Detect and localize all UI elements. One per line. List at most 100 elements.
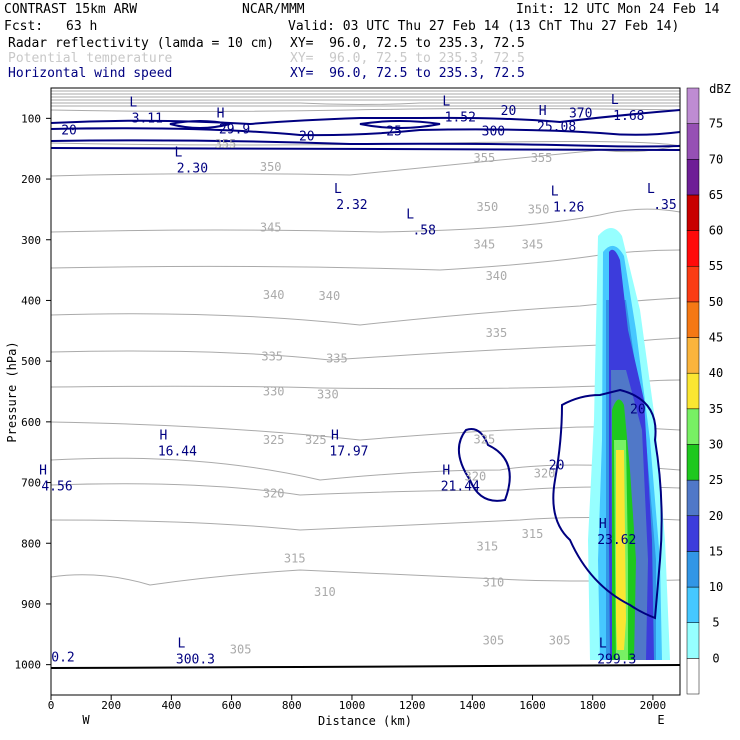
extremum-type-label: L: [129, 96, 137, 111]
colorbar-tick-label: 15: [709, 544, 723, 558]
colorbar-tick-label: 30: [709, 437, 723, 451]
annotation-labels: 355 355 355 350 350 350 345 345 345 340 340 340 335 3…: [39, 93, 677, 667]
west-label: W: [82, 713, 90, 727]
theta-contour-label: 345: [260, 221, 282, 235]
extremum-value-label: 2.32: [336, 198, 367, 213]
colorbar-swatch: [686, 301, 700, 338]
colorbar-tick-label: 40: [709, 366, 723, 380]
colorbar-tick-label: 60: [709, 224, 723, 238]
field-wind-xy: XY= 96.0, 72.5 to 235.3, 72.5: [290, 66, 525, 81]
colorbar-tick-label: 35: [709, 402, 723, 416]
extremum-type-label: H: [442, 463, 450, 478]
colorbar-tick-label: 70: [709, 152, 723, 166]
x-tick-label: 2000: [640, 699, 667, 712]
colorbar-swatch: [686, 586, 700, 623]
plot-content: [51, 90, 680, 669]
theta-contour-label: 335: [486, 326, 508, 340]
extremum-type-label: L: [334, 182, 342, 197]
theta-contour-label: 340: [486, 269, 508, 283]
extremum-value-label: 21.44: [441, 479, 480, 494]
field-theta-xy: XY= 96.0, 72.5 to 235.3, 72.5: [290, 51, 525, 66]
extremum-type-label: L: [406, 207, 414, 222]
colorbar-swatch: [686, 551, 700, 588]
theta-contour-label: 350: [477, 200, 499, 214]
colorbar-swatch: [686, 230, 700, 267]
theta-contour-label: 330: [263, 385, 285, 399]
y-tick-label: 900: [21, 598, 41, 611]
wind-contour-label: 25: [386, 125, 402, 140]
theta-contour-label: 320: [534, 466, 556, 480]
extremum-type-label: H: [159, 428, 167, 443]
colorbar-tick-label: 55: [709, 259, 723, 273]
x-tick-label: 200: [101, 699, 121, 712]
theta-contour-label: 305: [549, 633, 571, 647]
colorbar-tick-label: 25: [709, 473, 723, 487]
wind-contour-label: 20: [501, 104, 517, 119]
extremum-type-label: L: [551, 184, 559, 199]
y-tick-label: 100: [21, 112, 41, 125]
extremum-value-label: 25.08: [537, 120, 576, 135]
theta-contour-label: 335: [261, 349, 283, 363]
colorbar-swatch: [686, 194, 700, 231]
field-reflectivity-xy: XY= 96.0, 72.5 to 235.3, 72.5: [290, 36, 525, 51]
x-tick-label: 1600: [519, 699, 546, 712]
theta-contour-label: 305: [483, 633, 505, 647]
x-tick-label: 1800: [579, 699, 606, 712]
extremum-type-label: L: [178, 636, 186, 651]
theta-contour-label: 325: [263, 433, 285, 447]
y-tick-label: 200: [21, 173, 41, 186]
colorbar-swatch: [686, 372, 700, 410]
field-theta-name: Potential temperature: [8, 51, 173, 66]
model-title: CONTRAST 15km ARW: [4, 2, 138, 17]
colorbar-swatch: [686, 337, 700, 374]
wind-contour-label: 20: [299, 130, 315, 145]
theta-contour-label: 325: [474, 432, 496, 446]
extremum-type-label: L: [175, 145, 183, 160]
colorbar-tick-label: 75: [709, 117, 723, 131]
x-tick-label: 400: [161, 699, 181, 712]
y-axis-label: Pressure (hPa): [5, 341, 19, 442]
theta-contour-label: 310: [483, 576, 505, 590]
colorbar-swatch: [686, 123, 700, 160]
theta-contour-label: 340: [263, 288, 285, 302]
colorbar-swatch: [686, 444, 700, 481]
extremum-type-label: L: [442, 94, 450, 109]
extremum-type-label: H: [539, 104, 547, 119]
forecast-hours: 63 h: [66, 19, 98, 34]
extremum-value-label: 17.97: [329, 444, 368, 459]
y-tick-label: 800: [21, 537, 41, 550]
theta-contour-label: 350: [260, 160, 282, 174]
x-tick-label: 1400: [459, 699, 486, 712]
extremum-type-label: H: [599, 517, 607, 532]
theta-contour-label: 355: [531, 151, 553, 165]
forecast-label: Fcst:: [4, 19, 44, 34]
theta-contour-label: 315: [477, 539, 499, 553]
axis-ticks: 0 200 400 600 800 1000 1200 1400 1600 1800 2000 100…: [15, 112, 667, 712]
x-tick-label: 1200: [399, 699, 426, 712]
colorbar-tick-label: 65: [709, 188, 723, 202]
x-axis-label: Distance (km): [318, 714, 412, 728]
extremum-value-label: 1.52: [445, 110, 476, 125]
field-wind-name: Horizontal wind speed: [8, 66, 173, 81]
extremum-value-label: 300.3: [176, 652, 215, 667]
wind-contour-label: 20: [630, 403, 646, 418]
extremum-value-label: 29.9: [219, 123, 250, 138]
x-tick-label: 600: [222, 699, 242, 712]
y-tick-label: 600: [21, 416, 41, 429]
theta-upper-band: [51, 90, 680, 112]
wind-contour-label: 20: [61, 123, 77, 138]
dbz-colorbar: 0 5 10 15 20 25 30 35 40 45 50 55 60 65 70 75: [686, 87, 723, 695]
extremum-value-label: 4.56: [41, 479, 72, 494]
extremum-type-label: L: [599, 636, 607, 651]
east-label: E: [657, 713, 664, 727]
colorbar-tick-label: 10: [709, 580, 723, 594]
theta-contour-label: 310: [314, 585, 336, 599]
extremum-value-label: 23.62: [597, 533, 636, 548]
colorbar-swatch: [686, 658, 700, 695]
extremum-type-label: L: [647, 182, 655, 197]
theta-contour-label: 355: [474, 151, 496, 165]
y-tick-label: 400: [21, 294, 41, 307]
reflectivity-plume: [588, 228, 670, 661]
colorbar-tick-label: 50: [709, 295, 723, 309]
